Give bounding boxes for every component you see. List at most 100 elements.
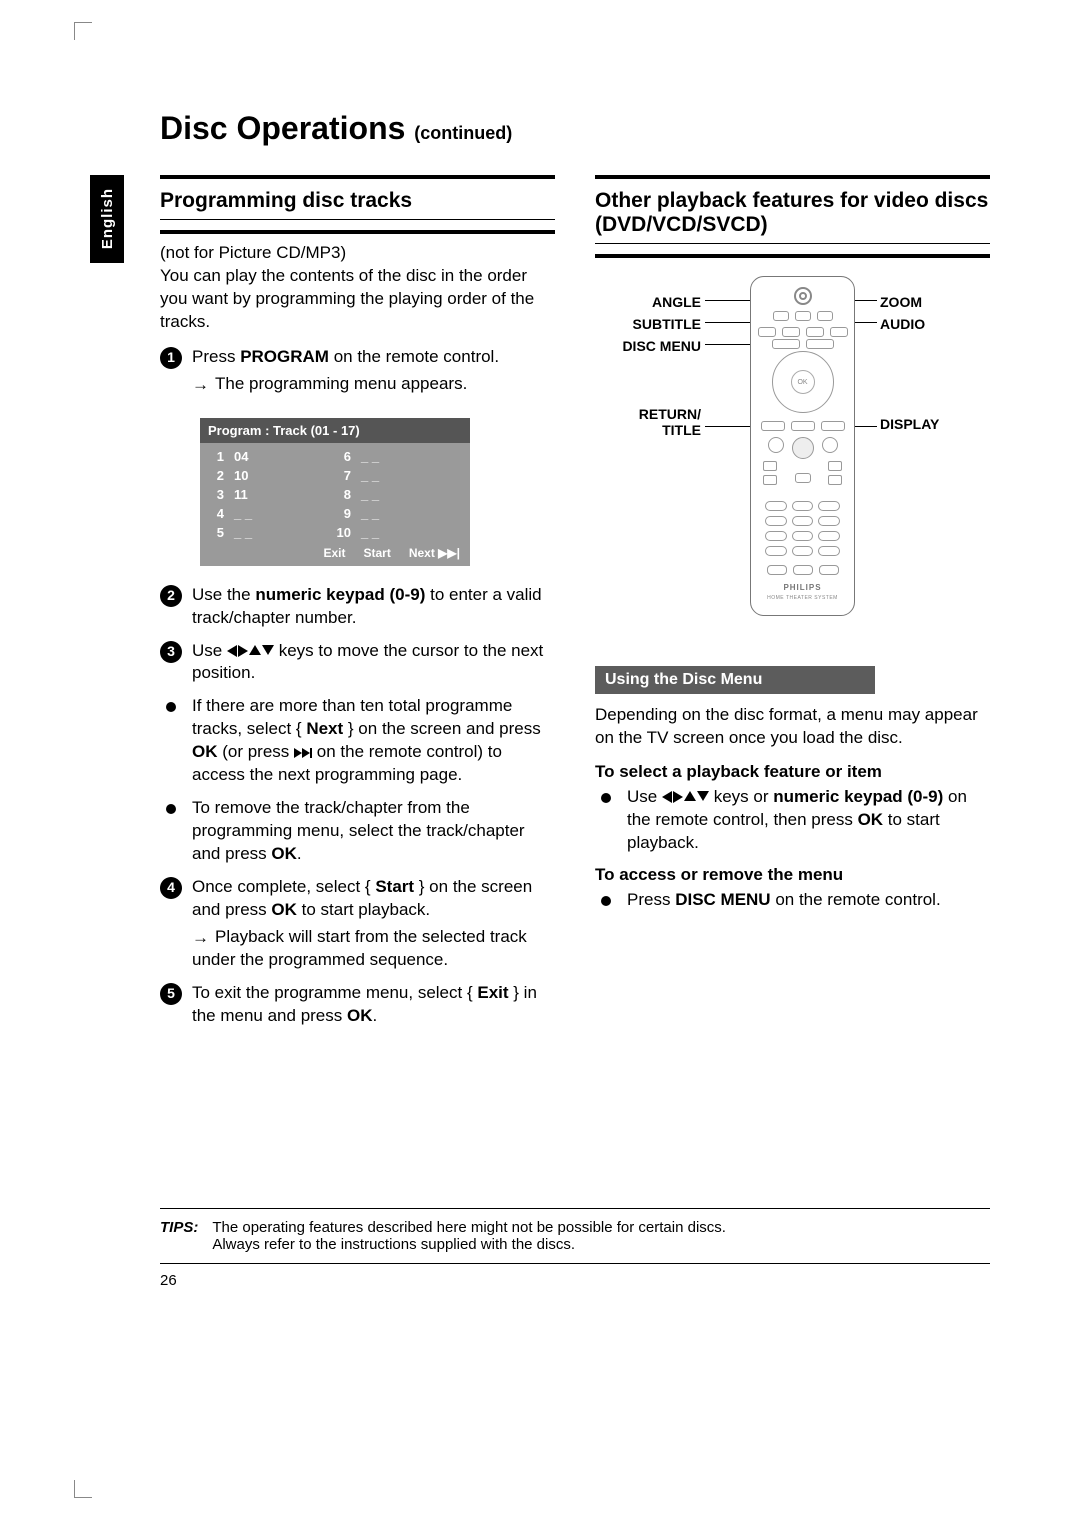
step-text: Press: [192, 347, 240, 366]
intro-note: (not for Picture CD/MP3): [160, 242, 555, 265]
access-heading: To access or remove the menu: [595, 865, 990, 885]
label-return-title: RETURN/ TITLE: [611, 406, 701, 438]
intro-text: You can play the contents of the disc in…: [160, 265, 555, 334]
program-menu-screenshot: Program : Track (01 - 17) 1 04 2 10 3 11 4 _…: [200, 418, 470, 566]
step-text-bold: OK: [192, 742, 218, 761]
step-text: on the remote control.: [771, 890, 941, 909]
label-display: DISPLAY: [880, 416, 939, 432]
dpad-icon: [772, 351, 834, 413]
table-cell: 10: [234, 468, 248, 483]
table-cell: _ _: [234, 506, 252, 521]
step-number-icon: 3: [160, 641, 182, 663]
bullet-icon: [160, 696, 182, 718]
crop-mark: [74, 22, 92, 40]
remote-body: PHILIPS HOME THEATER SYSTEM: [750, 276, 855, 616]
step-text: To exit the programme menu, select {: [192, 983, 477, 1002]
section-heading-playback: Other playback features for video discs …: [595, 185, 990, 243]
step-number-icon: 4: [160, 877, 182, 899]
step-text: Press: [627, 890, 675, 909]
step-text-bold: OK: [271, 900, 297, 919]
step-text: Once complete, select {: [192, 877, 375, 896]
label-disc-menu: DISC MENU: [595, 338, 701, 354]
step-text: Use the: [192, 585, 255, 604]
bullet-access: Press DISC MENU on the remote control.: [595, 889, 990, 912]
step-text: keys or: [714, 787, 774, 806]
step-text-bold: Start: [375, 877, 414, 896]
table-cell: _ _: [361, 487, 379, 502]
step-text-bold: Next: [306, 719, 343, 738]
step-text: .: [372, 1006, 377, 1025]
step-3: 3 Use keys to move the cursor to the nex…: [160, 640, 555, 686]
page-number: 26: [160, 1272, 177, 1289]
step-result: The programming menu appears.: [215, 374, 467, 393]
right-column: Other playback features for video discs …: [595, 175, 990, 1038]
step-text-bold: Exit: [477, 983, 508, 1002]
step-text: to start playback.: [297, 900, 430, 919]
remote-brand-sub: HOME THEATER SYSTEM: [751, 595, 854, 601]
page-title-main: Disc Operations: [160, 110, 405, 146]
label-zoom: ZOOM: [880, 294, 922, 310]
step-text-bold: DISC MENU: [675, 890, 770, 909]
table-cell: 1: [208, 449, 224, 464]
page-title: Disc Operations (continued): [90, 110, 990, 147]
step-text-bold: numeric keypad (0-9): [773, 787, 943, 806]
table-cell: _ _: [361, 468, 379, 483]
label-subtitle: SUBTITLE: [611, 316, 701, 332]
tips-line-1: The operating features described here mi…: [212, 1219, 726, 1236]
step-number-icon: 5: [160, 983, 182, 1005]
remote-diagram: ANGLE SUBTITLE DISC MENU RETURN/ TITLE Z…: [595, 276, 990, 636]
table-cell: 04: [234, 449, 248, 464]
step-text-bold: numeric keypad (0-9): [255, 585, 425, 604]
table-cell: 4: [208, 506, 224, 521]
fast-forward-icon: [294, 748, 312, 758]
step-5: 5 To exit the programme menu, select { E…: [160, 982, 555, 1028]
step-number-icon: 2: [160, 585, 182, 607]
arrow-keys-icon: [227, 645, 274, 657]
result-arrow-icon: →: [192, 927, 209, 950]
step-text-bold: OK: [271, 844, 297, 863]
table-cell: 10: [335, 525, 351, 540]
table-cell: 7: [335, 468, 351, 483]
crop-mark: [74, 1480, 92, 1498]
program-footer-next: Next ▶▶|: [409, 546, 460, 560]
table-cell: 11: [234, 487, 248, 502]
bullet-next: If there are more than ten total program…: [160, 695, 555, 787]
bullet-select: Use keys or numeric keypad (0-9) on the …: [595, 786, 990, 855]
step-4: 4 Once complete, select { Start } on the…: [160, 876, 555, 972]
page-title-suffix: (continued): [414, 123, 512, 143]
program-footer-exit: Exit: [323, 546, 345, 560]
select-heading: To select a playback feature or item: [595, 762, 990, 782]
step-text: To remove the track/chapter from the pro…: [192, 798, 525, 863]
tips-line-2: Always refer to the instructions supplie…: [212, 1236, 726, 1253]
table-cell: _ _: [234, 525, 252, 540]
step-1: 1 Press PROGRAM on the remote control. →…: [160, 346, 555, 408]
table-cell: 5: [208, 525, 224, 540]
section-heading-programming: Programming disc tracks: [160, 185, 555, 219]
bullet-icon: [595, 787, 617, 809]
power-icon: [794, 287, 812, 305]
tips-box: TIPS: The operating features described h…: [160, 1208, 990, 1264]
step-text: .: [297, 844, 302, 863]
subsection-heading-disc-menu: Using the Disc Menu: [595, 666, 875, 694]
step-text: } on the screen and press: [343, 719, 541, 738]
program-menu-title: Program : Track (01 - 17): [200, 418, 470, 443]
program-footer-start: Start: [363, 546, 390, 560]
tips-label: TIPS:: [160, 1219, 198, 1253]
step-text-bold: PROGRAM: [240, 347, 329, 366]
disc-menu-text: Depending on the disc format, a menu may…: [595, 704, 990, 750]
bullet-icon: [160, 798, 182, 820]
table-cell: 3: [208, 487, 224, 502]
step-result: Playback will start from the selected tr…: [192, 927, 527, 969]
bullet-icon: [595, 890, 617, 912]
table-cell: 9: [335, 506, 351, 521]
page-content: Disc Operations (continued) Programming …: [90, 110, 990, 1038]
arrow-keys-icon: [662, 791, 709, 803]
table-cell: _ _: [361, 525, 379, 540]
step-2: 2 Use the numeric keypad (0-9) to enter …: [160, 584, 555, 630]
left-column: Programming disc tracks (not for Picture…: [160, 175, 555, 1038]
step-text-bold: OK: [858, 810, 884, 829]
table-cell: 2: [208, 468, 224, 483]
table-cell: _ _: [361, 506, 379, 521]
table-cell: 6: [335, 449, 351, 464]
step-number-icon: 1: [160, 347, 182, 369]
